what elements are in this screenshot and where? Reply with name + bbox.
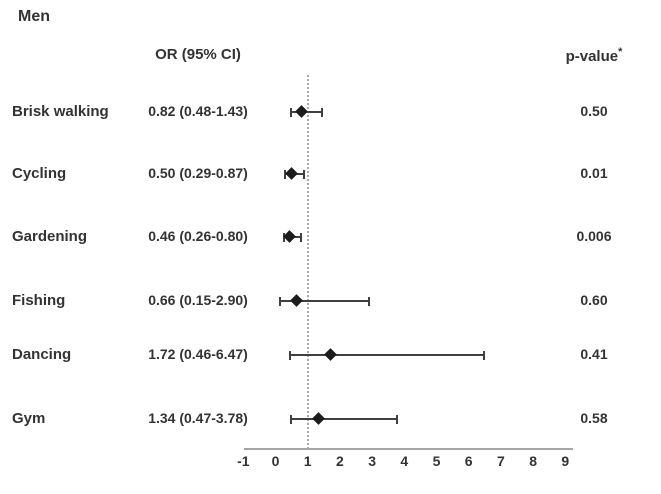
- x-tick-label-2: 2: [335, 453, 344, 469]
- x-axis-line: [244, 448, 573, 450]
- x-tick-label-5: 5: [432, 453, 441, 469]
- ci-cap-high: [302, 170, 305, 179]
- p-value: 0.58: [580, 410, 608, 426]
- ci-cap-low: [289, 415, 292, 424]
- x-tick-label-1: 1: [303, 453, 312, 469]
- ci-line: [280, 300, 369, 302]
- ci-cap-low: [289, 351, 292, 360]
- row-label-cycling: Cycling: [12, 165, 67, 182]
- p-value: 0.006: [576, 228, 612, 244]
- row-label-dancing: Dancing: [12, 346, 72, 363]
- p-value: 0.01: [580, 165, 608, 181]
- ci-cap-high: [320, 108, 323, 117]
- x-tick-label-7: 7: [496, 453, 505, 469]
- or-diamond-marker: [295, 105, 308, 118]
- or-ci-value: 0.66 (0.15-2.90): [148, 292, 248, 308]
- or-diamond-marker: [283, 230, 297, 243]
- x-tick-label-4: 4: [400, 453, 409, 469]
- ci-line: [290, 354, 484, 356]
- ci-cap-low: [289, 108, 292, 117]
- ci-line: [290, 418, 398, 420]
- ci-cap-high: [367, 297, 370, 306]
- x-tick-label-0: 0: [271, 453, 280, 469]
- ci-cap-low: [283, 170, 286, 179]
- or-ci-value: 1.34 (0.47-3.78): [148, 410, 248, 426]
- x-tick-label-3: 3: [368, 453, 376, 469]
- or-ci-value: 1.72 (0.46-6.47): [148, 346, 248, 362]
- p-value: 0.50: [580, 103, 608, 119]
- x-tick-label-6: 6: [464, 453, 473, 469]
- or-ci-value: 0.82 (0.48-1.43): [148, 103, 248, 119]
- or-diamond-marker: [311, 412, 325, 425]
- or-diamond-marker: [324, 348, 337, 361]
- row-label-gym: Gym: [12, 410, 46, 427]
- chart-title: Men: [18, 8, 50, 25]
- ci-cap-high: [482, 351, 485, 360]
- row-label-brisk-walking: Brisk walking: [12, 103, 109, 120]
- reference-line-or-1: [307, 75, 309, 449]
- x-tick-label-8: 8: [529, 453, 537, 469]
- x-tick-label--1: -1: [237, 453, 250, 469]
- ci-cap-high: [300, 233, 303, 242]
- p-value: 0.41: [580, 346, 608, 362]
- or-ci-value: 0.50 (0.29-0.87): [148, 165, 248, 181]
- row-label-gardening: Gardening: [12, 228, 88, 245]
- or-ci-column-header: OR (95% CI): [155, 46, 241, 63]
- ci-cap-low: [279, 297, 282, 306]
- or-diamond-marker: [289, 294, 303, 307]
- row-label-fishing: Fishing: [12, 292, 66, 309]
- p-value-column-header: p-value*: [554, 46, 634, 65]
- x-tick-label-9: 9: [561, 453, 570, 469]
- or-ci-value: 0.46 (0.26-0.80): [148, 228, 248, 244]
- p-value-header-footnote-marker: *: [618, 46, 623, 58]
- ci-cap-high: [396, 415, 399, 424]
- p-value: 0.60: [580, 292, 608, 308]
- or-diamond-marker: [284, 167, 298, 180]
- p-value-header-text: p-value: [565, 48, 619, 65]
